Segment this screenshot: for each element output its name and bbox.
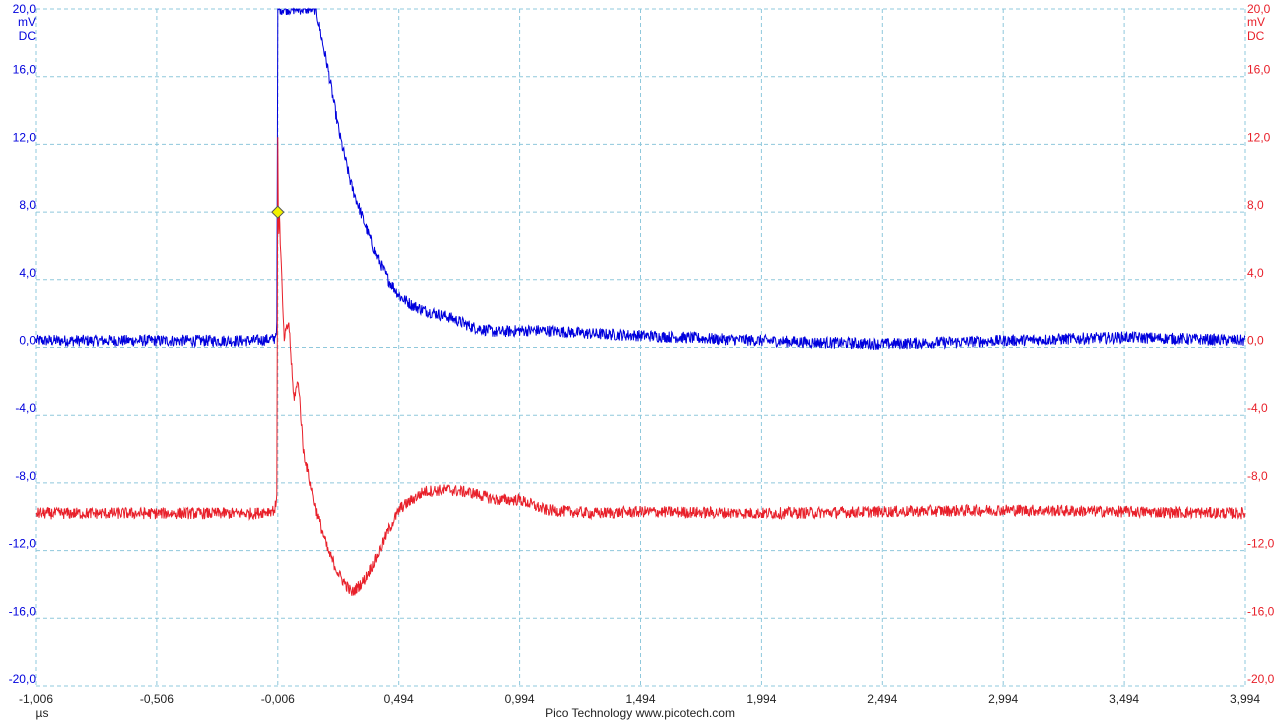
- traces: [35, 7, 1246, 597]
- x-axis: µs -1,006 -0,506 -0,006 0,494 0,994 1,494 1,99…: [19, 692, 1260, 720]
- x-axis-unit: µs: [36, 706, 49, 720]
- left-tick-label: 4,0: [19, 266, 36, 280]
- right-axis-coupling: DC: [1247, 29, 1265, 43]
- left-axis-coupling: DC: [19, 29, 37, 43]
- x-tick-label: 2,494: [867, 692, 897, 706]
- right-tick-label: -20,0: [1247, 672, 1275, 686]
- left-axis: mV DC 20,0 16,0 12,0 8,0 4,0 0,0 -4,0 -8,0 -12,0…: [9, 2, 37, 686]
- right-axis: mV DC 20,0 16,0 12,0 8,0 4,0 0,0 -4,0 -8,0 -12,0…: [1247, 2, 1275, 686]
- x-tick-label: 3,994: [1230, 692, 1260, 706]
- right-tick-label: -8,0: [1247, 469, 1268, 483]
- left-axis-unit: mV: [18, 15, 36, 29]
- right-tick-label: 0,0: [1247, 334, 1264, 348]
- x-tick-label: -0,006: [261, 692, 295, 706]
- left-tick-label: -16,0: [9, 604, 37, 618]
- right-tick-label: -16,0: [1247, 604, 1275, 618]
- x-tick-label: 1,494: [625, 692, 655, 706]
- left-tick-label: -4,0: [15, 401, 36, 415]
- x-tick-label: 2,994: [988, 692, 1018, 706]
- right-tick-label: 16,0: [1247, 63, 1271, 77]
- x-tick-label: -0,506: [140, 692, 174, 706]
- grid: [35, 8, 1246, 687]
- x-tick-label: 1,994: [746, 692, 776, 706]
- x-tick-label: 3,494: [1109, 692, 1139, 706]
- x-tick-label: -1,006: [19, 692, 53, 706]
- trigger-marker: [271, 205, 285, 219]
- right-tick-label: 20,0: [1247, 2, 1271, 16]
- right-tick-label: 8,0: [1247, 198, 1264, 212]
- trace-1: [35, 7, 1246, 350]
- left-tick-label: 12,0: [13, 130, 37, 144]
- right-axis-unit: mV: [1247, 15, 1265, 29]
- x-tick-label: 0,994: [505, 692, 535, 706]
- right-tick-label: 4,0: [1247, 266, 1264, 280]
- footer-brand: Pico Technology www.picotech.com: [545, 706, 735, 720]
- left-tick-label: 20,0: [13, 2, 37, 16]
- left-tick-label: -20,0: [9, 672, 37, 686]
- left-tick-label: -12,0: [9, 537, 37, 551]
- left-tick-label: 8,0: [19, 198, 36, 212]
- left-tick-label: -8,0: [15, 469, 36, 483]
- trigger-diamond-icon: [271, 205, 285, 219]
- left-tick-label: 0,0: [19, 334, 36, 348]
- left-tick-label: 16,0: [13, 63, 37, 77]
- right-tick-label: -4,0: [1247, 401, 1268, 415]
- right-tick-label: 12,0: [1247, 130, 1271, 144]
- right-tick-label: -12,0: [1247, 537, 1275, 551]
- x-tick-label: 0,494: [384, 692, 414, 706]
- trace-2: [35, 137, 1246, 597]
